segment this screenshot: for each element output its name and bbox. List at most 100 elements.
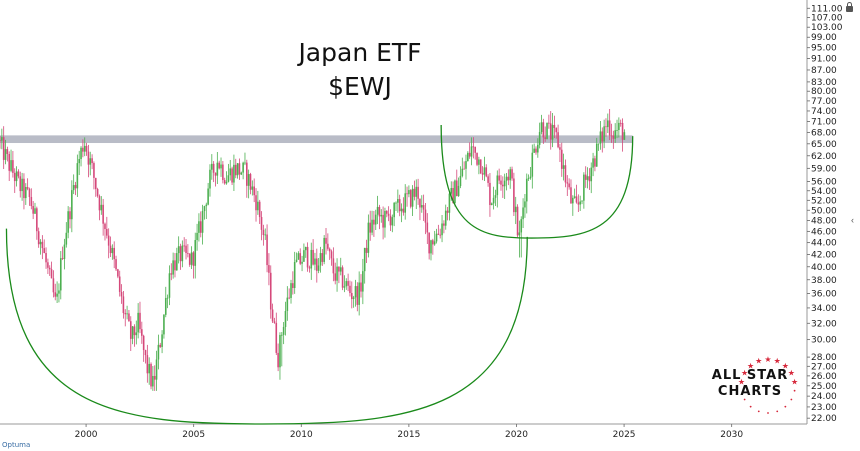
candle (376, 195, 379, 225)
candle (56, 281, 58, 304)
brand-dot-icon (790, 398, 793, 401)
y-tick-label: 28.00 (811, 353, 837, 363)
candle (527, 174, 530, 181)
candle (150, 362, 152, 390)
brand-dot-icon (767, 412, 769, 414)
candle (490, 202, 493, 206)
candle (323, 235, 325, 265)
candle (461, 157, 464, 178)
candle (104, 222, 106, 241)
y-tick-label: 40.00 (811, 263, 837, 273)
candle (6, 146, 9, 162)
candle (174, 253, 176, 278)
brand-star-icon: ★ (764, 355, 771, 364)
y-tick-label: 50.00 (811, 206, 837, 216)
candle (153, 365, 156, 391)
brand-logo: ALL STAR CHARTS (700, 368, 800, 400)
candle (128, 310, 130, 322)
candle (404, 184, 407, 220)
candle (299, 248, 302, 266)
candle (371, 210, 373, 236)
candle (380, 209, 383, 223)
candle (201, 204, 204, 245)
x-tick-label: 2010 (290, 430, 313, 440)
brand-star-icon: ★ (788, 369, 795, 378)
candles-layer (0, 109, 626, 391)
y-tick-label: 77.00 (811, 97, 837, 107)
candle (28, 187, 31, 206)
candle (148, 357, 150, 385)
candle (520, 216, 523, 258)
candle (514, 196, 517, 225)
candle (122, 290, 125, 319)
y-tick-label: 91.00 (811, 55, 837, 65)
candle (266, 224, 268, 273)
y-tick-label: 30.00 (811, 336, 837, 346)
candle (603, 119, 605, 149)
candle (194, 232, 197, 279)
candle (155, 350, 158, 391)
candle (382, 206, 384, 240)
candle (546, 122, 548, 140)
candle (352, 295, 355, 308)
candle (282, 322, 285, 345)
candle (82, 139, 84, 158)
brand-star-icon: ★ (791, 377, 798, 386)
candle (439, 228, 442, 239)
arc-small-base (440, 125, 634, 239)
brand-dot-icon (743, 398, 746, 401)
candle (378, 204, 381, 230)
candle (485, 164, 488, 178)
candle (343, 275, 346, 293)
candle (240, 171, 243, 176)
candle (124, 309, 127, 327)
candle (500, 175, 502, 191)
candle (420, 195, 423, 213)
candle (170, 263, 173, 281)
candle (619, 119, 622, 127)
candle (537, 138, 539, 158)
candle (161, 330, 163, 354)
candle (181, 240, 184, 268)
candle (50, 261, 53, 279)
lock-icon[interactable] (846, 2, 853, 12)
candle (599, 120, 602, 150)
candle (2, 126, 5, 170)
candle (36, 206, 38, 240)
y-tick-label: 24.00 (811, 392, 837, 402)
candle (137, 303, 139, 339)
x-tick-label: 2020 (505, 430, 528, 440)
candle (562, 153, 565, 181)
candle (397, 189, 399, 213)
collapse-chevron-icon[interactable]: ‹ (851, 215, 854, 225)
candle (157, 334, 160, 370)
candle (509, 166, 511, 189)
candle (223, 177, 226, 185)
candle (354, 279, 357, 307)
candle (227, 163, 230, 183)
candle (199, 211, 202, 238)
candle (338, 266, 340, 284)
candle (492, 186, 495, 210)
candle (15, 166, 18, 187)
candle (312, 239, 314, 266)
y-tick-label: 87.00 (811, 66, 837, 76)
candle (419, 198, 421, 221)
candle (319, 246, 322, 273)
y-tick-label: 36.00 (811, 289, 837, 299)
candle (286, 286, 289, 321)
candle (205, 202, 208, 220)
brand-dot-icon (793, 389, 796, 392)
candle (19, 171, 22, 198)
brand-star-icon: ★ (738, 377, 745, 386)
y-tick-label: 59.00 (811, 164, 837, 174)
brand-dot-icon (749, 405, 752, 408)
resistance-zone-layer (0, 135, 633, 144)
candle (362, 258, 364, 305)
candle (522, 198, 524, 229)
candle (172, 252, 174, 279)
chart-title: Japan ETF (298, 38, 422, 67)
candle (69, 207, 71, 229)
candle (391, 214, 394, 233)
candle (507, 169, 510, 186)
